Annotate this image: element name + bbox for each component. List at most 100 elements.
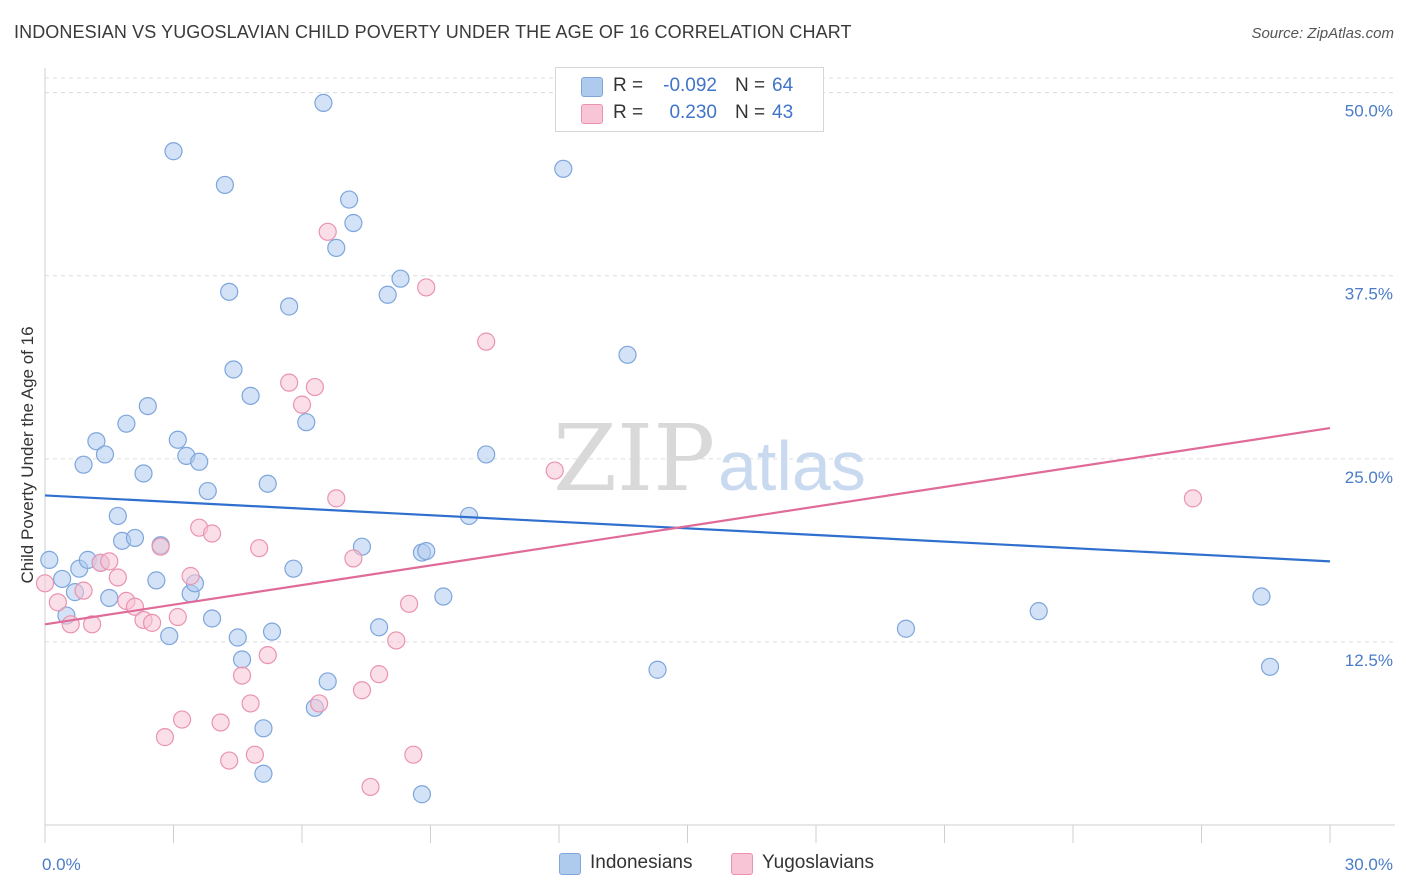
legend-label: Yugoslavians: [762, 852, 874, 873]
indonesian-point: [1260, 657, 1280, 676]
yugoslavian-point: [241, 694, 260, 713]
yugoslavian-point: [245, 745, 264, 764]
indonesian-point: [254, 764, 273, 783]
indonesian-point: [108, 506, 127, 526]
indonesian-point: [232, 650, 252, 669]
yugoslavian-trend-line: [44, 426, 1331, 626]
yugoslavians-swatch: [581, 104, 603, 124]
indonesian-point: [147, 571, 166, 590]
n-label: N =: [735, 75, 766, 96]
yugoslavians-legend-swatch: [731, 853, 753, 875]
y-axis-label: Child Poverty Under the Age of 16: [18, 326, 37, 583]
indonesians-legend-swatch: [559, 853, 581, 875]
trend-lines: [44, 426, 1331, 626]
indonesian-point: [215, 175, 234, 195]
yugoslavian-point: [202, 524, 222, 543]
r-value: 0.230: [669, 102, 717, 123]
indonesian-point: [164, 142, 183, 161]
n-value: 43: [772, 102, 794, 123]
yugoslavian-point: [100, 552, 119, 571]
x-tick-label: 30.0%: [1345, 855, 1393, 874]
yugoslavian-point: [1183, 489, 1203, 508]
watermark: ZIP atlas: [553, 405, 866, 512]
indonesian-point: [228, 628, 247, 647]
yugoslavian-point: [370, 665, 389, 684]
watermark-atlas: atlas: [718, 427, 866, 505]
yugoslavian-point: [318, 222, 337, 241]
indonesian-point: [318, 672, 337, 691]
indonesian-point: [391, 269, 410, 288]
indonesian-point: [125, 528, 145, 548]
chart-source: Source: ZipAtlas.com: [1251, 25, 1394, 42]
indonesian-point: [220, 282, 239, 301]
y-tick-label: 37.5%: [1345, 285, 1393, 304]
indonesian-point: [241, 386, 260, 405]
yugoslavian-point: [361, 777, 380, 797]
indonesian-point: [74, 455, 93, 474]
indonesian-point: [280, 297, 299, 316]
indonesian-point: [160, 626, 179, 646]
yugoslavian-point: [61, 615, 80, 634]
yugoslavian-point: [310, 694, 329, 713]
axis-labels: Child Poverty Under the Age of 16: [18, 326, 37, 583]
yugoslavian-point: [142, 613, 162, 632]
yugoslavian-point: [83, 615, 102, 634]
indonesian-point: [340, 190, 359, 209]
indonesian-point: [168, 430, 187, 449]
indonesians-swatch: [581, 77, 603, 97]
indonesian-point: [254, 719, 273, 738]
indonesian-point: [314, 93, 333, 113]
indonesian-point: [344, 213, 363, 233]
yugoslavian-point: [48, 593, 67, 612]
indonesian-point: [138, 396, 157, 416]
indonesian-point: [327, 238, 346, 258]
yugoslavian-point: [305, 377, 324, 397]
yugoslavian-point: [250, 539, 269, 558]
indonesian-point: [202, 609, 222, 628]
yugoslavian-point: [292, 395, 312, 414]
yugoslavian-point: [387, 631, 406, 650]
yugoslavian-point: [220, 751, 239, 770]
yugoslavian-point: [211, 713, 230, 732]
chart-legend: Indonesians Yugoslavians: [0, 852, 1406, 880]
r-label: R =: [613, 102, 644, 123]
indonesian-point: [896, 619, 916, 638]
indonesian-point: [262, 622, 282, 641]
yugoslavian-point: [417, 278, 436, 297]
axes: 12.5% 25.0% 37.5% 50.0% 0.0% 30.0%: [42, 68, 1395, 874]
y-tick-label: 50.0%: [1345, 102, 1393, 121]
yugoslavian-point: [399, 594, 419, 613]
yugoslavian-point: [151, 537, 170, 556]
indonesian-point: [1252, 587, 1271, 606]
y-tick-label: 25.0%: [1345, 468, 1393, 487]
r-label: R =: [613, 75, 644, 96]
yugoslavian-point: [352, 681, 372, 700]
indonesian-point: [53, 569, 72, 589]
indonesian-point: [434, 587, 453, 606]
grid-lines: [45, 77, 1395, 643]
yugoslavian-point: [477, 332, 496, 351]
n-value: 64: [772, 75, 794, 96]
yugoslavian-point: [172, 710, 192, 729]
yugoslavian-point: [181, 566, 200, 586]
indonesian-point: [284, 559, 303, 578]
indonesian-point: [100, 588, 119, 608]
yugoslavian-point: [344, 549, 363, 568]
indonesian-point: [40, 550, 59, 569]
indonesian-point: [417, 541, 436, 561]
indonesian-point: [297, 413, 316, 432]
indonesian-point: [134, 464, 153, 483]
indonesian-point: [224, 360, 243, 379]
indonesian-point: [378, 285, 397, 304]
data-points: [35, 93, 1280, 804]
indonesian-trend-line: [44, 494, 1331, 563]
indonesian-point: [95, 445, 115, 464]
yugoslavian-point: [155, 728, 175, 747]
indonesian-point: [198, 481, 217, 501]
indonesian-point: [370, 618, 389, 637]
indonesian-point: [258, 474, 277, 493]
r-value: -0.092: [663, 75, 717, 96]
yugoslavian-point: [404, 745, 423, 764]
yugoslavian-point: [232, 666, 252, 685]
